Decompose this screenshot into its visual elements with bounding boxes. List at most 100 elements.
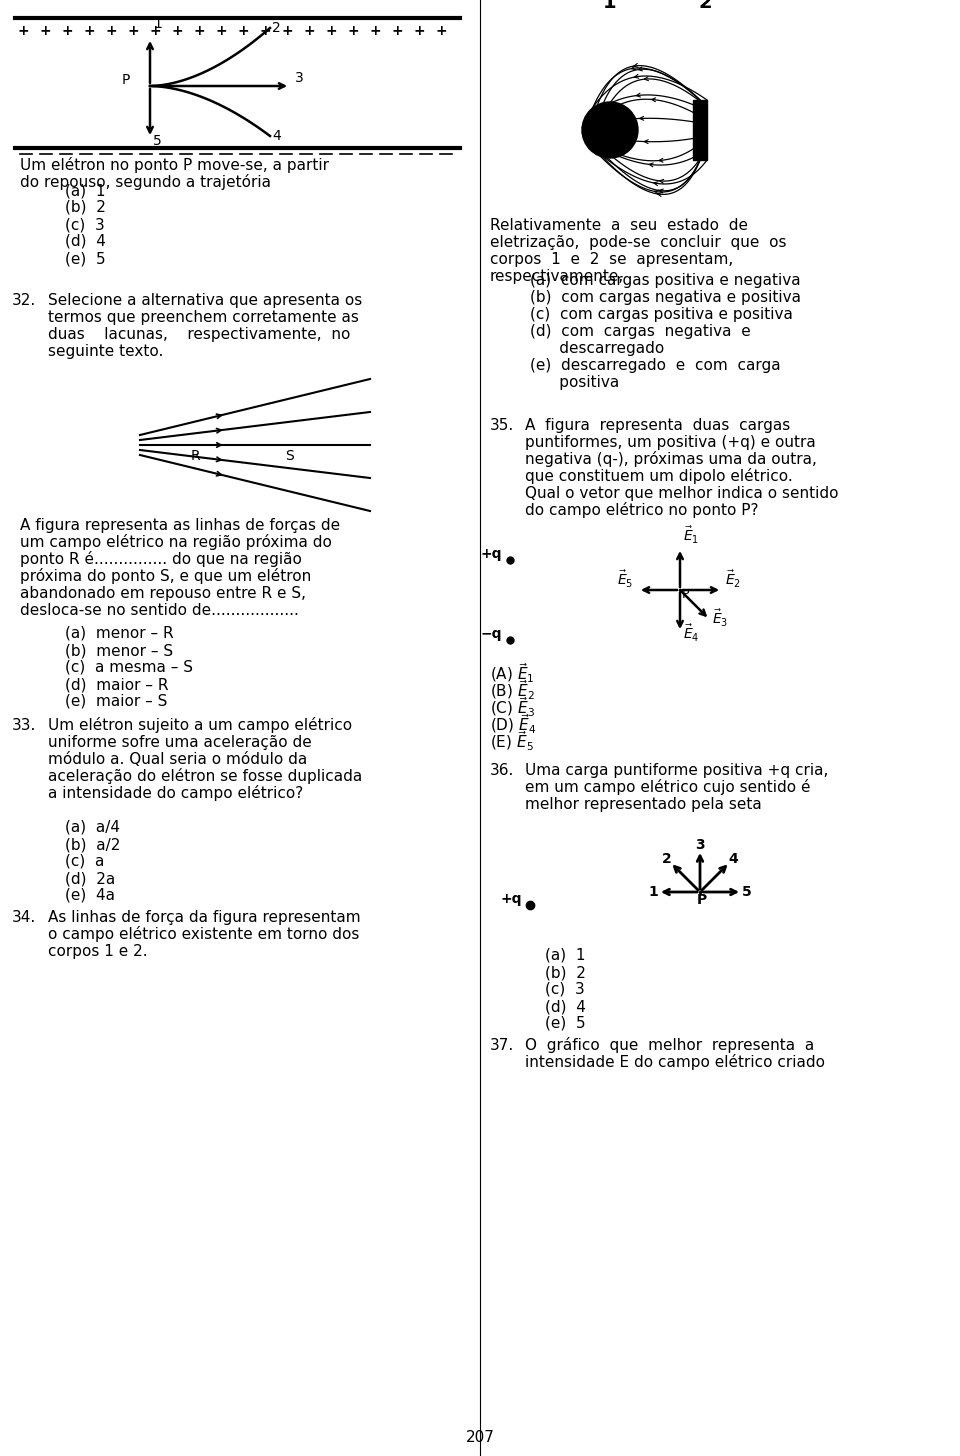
Text: aceleração do elétron se fosse duplicada: aceleração do elétron se fosse duplicada xyxy=(48,767,362,783)
Text: O  gráfico  que  melhor  representa  a: O gráfico que melhor representa a xyxy=(525,1037,814,1053)
Text: $\vec{E}_3$: $\vec{E}_3$ xyxy=(712,607,729,629)
Text: +: + xyxy=(281,23,293,38)
Text: Uma carga puntiforme positiva +q cria,: Uma carga puntiforme positiva +q cria, xyxy=(525,763,828,778)
Text: o campo elétrico existente em torno dos: o campo elétrico existente em torno dos xyxy=(48,926,359,942)
Text: desloca-se no sentido de..................: desloca-se no sentido de................… xyxy=(20,603,299,617)
Text: 1: 1 xyxy=(603,0,617,12)
Text: +: + xyxy=(435,23,446,38)
Text: 35.: 35. xyxy=(490,418,515,432)
Text: A figura representa as linhas de forças de: A figura representa as linhas de forças … xyxy=(20,518,340,533)
Text: Qual o vetor que melhor indica o sentido: Qual o vetor que melhor indica o sentido xyxy=(525,486,838,501)
Text: +: + xyxy=(391,23,403,38)
Text: +: + xyxy=(61,23,73,38)
Text: (B) $\vec{E}_2$: (B) $\vec{E}_2$ xyxy=(490,678,535,702)
Text: $\vec{E}_2$: $\vec{E}_2$ xyxy=(725,569,741,590)
Text: melhor representado pela seta: melhor representado pela seta xyxy=(525,796,761,812)
Text: 37.: 37. xyxy=(490,1038,515,1053)
Text: $\vec{E}_5$: $\vec{E}_5$ xyxy=(616,569,633,590)
Text: negativa (q-), próximas uma da outra,: negativa (q-), próximas uma da outra, xyxy=(525,451,817,467)
Text: +: + xyxy=(106,23,117,38)
Text: (c)  com cargas positiva e positiva: (c) com cargas positiva e positiva xyxy=(530,307,793,322)
Text: P: P xyxy=(682,588,689,601)
Text: 33.: 33. xyxy=(12,718,36,732)
Text: Um elétron sujeito a um campo elétrico: Um elétron sujeito a um campo elétrico xyxy=(48,716,352,732)
Text: (b)  com cargas negativa e positiva: (b) com cargas negativa e positiva xyxy=(530,290,801,304)
Text: 3: 3 xyxy=(695,839,705,852)
Text: que constituem um dipolo elétrico.: que constituem um dipolo elétrico. xyxy=(525,467,793,483)
Text: (A) $\vec{E}_1$: (A) $\vec{E}_1$ xyxy=(490,661,535,684)
Text: (a)  1: (a) 1 xyxy=(545,948,586,962)
Text: (b)  menor – S: (b) menor – S xyxy=(65,644,173,658)
Text: +: + xyxy=(39,23,51,38)
Text: +: + xyxy=(171,23,182,38)
Text: positiva: positiva xyxy=(530,376,619,390)
Text: (C) $\vec{E}_3$: (C) $\vec{E}_3$ xyxy=(490,696,535,719)
Bar xyxy=(693,100,707,160)
Text: 5: 5 xyxy=(742,885,752,898)
Text: +: + xyxy=(193,23,204,38)
Text: +: + xyxy=(127,23,139,38)
Text: (c)  a mesma – S: (c) a mesma – S xyxy=(65,660,193,676)
Text: (b)  2: (b) 2 xyxy=(65,199,106,215)
Text: $\vec{E}_1$: $\vec{E}_1$ xyxy=(683,526,699,546)
Text: (e)  descarregado  e  com  carga: (e) descarregado e com carga xyxy=(530,358,780,373)
Text: (d)  com  cargas  negativa  e: (d) com cargas negativa e xyxy=(530,325,751,339)
Text: 34.: 34. xyxy=(12,910,36,925)
Text: intensidade E do campo elétrico criado: intensidade E do campo elétrico criado xyxy=(525,1054,825,1070)
Text: (b)  2: (b) 2 xyxy=(545,965,586,980)
Text: 4: 4 xyxy=(729,852,738,866)
Text: seguinte texto.: seguinte texto. xyxy=(48,344,163,360)
Text: (a)  menor – R: (a) menor – R xyxy=(65,626,174,641)
Text: descarregado: descarregado xyxy=(530,341,664,357)
Text: +: + xyxy=(413,23,425,38)
Circle shape xyxy=(582,102,638,159)
Text: do campo elétrico no ponto P?: do campo elétrico no ponto P? xyxy=(525,502,758,518)
Text: S: S xyxy=(286,448,295,463)
Text: duas    lacunas,    respectivamente,  no: duas lacunas, respectivamente, no xyxy=(48,328,350,342)
Text: uniforme sofre uma aceleração de: uniforme sofre uma aceleração de xyxy=(48,735,312,750)
Text: A  figura  representa  duas  cargas: A figura representa duas cargas xyxy=(525,418,790,432)
Text: P: P xyxy=(122,73,130,87)
Text: (b)  a/2: (b) a/2 xyxy=(65,837,120,852)
Text: 3: 3 xyxy=(295,71,303,84)
Text: respectivamente,: respectivamente, xyxy=(490,269,624,284)
Text: (d)  4: (d) 4 xyxy=(65,234,106,249)
Text: Relativamente  a  seu  estado  de: Relativamente a seu estado de xyxy=(490,218,748,233)
Text: (e)  5: (e) 5 xyxy=(545,1016,586,1031)
Text: R: R xyxy=(190,448,200,463)
Text: +: + xyxy=(17,23,29,38)
Text: +: + xyxy=(215,23,227,38)
Text: (a)  a/4: (a) a/4 xyxy=(65,820,120,834)
Text: (d)  maior – R: (d) maior – R xyxy=(65,677,169,692)
Text: $\vec{E}_4$: $\vec{E}_4$ xyxy=(683,623,700,645)
Text: (a)  1: (a) 1 xyxy=(65,183,106,198)
Text: As linhas de força da figura representam: As linhas de força da figura representam xyxy=(48,910,361,925)
Text: (D) $\vec{E}_4$: (D) $\vec{E}_4$ xyxy=(490,712,537,735)
Text: 2: 2 xyxy=(698,0,711,12)
Text: um campo elétrico na região próxima do: um campo elétrico na região próxima do xyxy=(20,534,332,550)
Text: 1: 1 xyxy=(153,17,162,31)
Text: 2: 2 xyxy=(661,852,672,866)
Text: (e)  5: (e) 5 xyxy=(65,250,106,266)
Text: 32.: 32. xyxy=(12,293,36,309)
Text: 1: 1 xyxy=(648,885,658,898)
Text: +: + xyxy=(237,23,249,38)
Text: a intensidade do campo elétrico?: a intensidade do campo elétrico? xyxy=(48,785,303,801)
Text: do repouso, segundo a trajetória: do repouso, segundo a trajetória xyxy=(20,175,271,189)
Text: 5: 5 xyxy=(153,134,161,149)
Text: termos que preenchem corretamente as: termos que preenchem corretamente as xyxy=(48,310,359,325)
Text: ponto R é............... do que na região: ponto R é............... do que na regiã… xyxy=(20,550,301,566)
Text: Um elétron no ponto P move-se, a partir: Um elétron no ponto P move-se, a partir xyxy=(20,157,329,173)
Text: puntiformes, um positiva (+q) e outra: puntiformes, um positiva (+q) e outra xyxy=(525,435,816,450)
Text: +: + xyxy=(370,23,381,38)
Text: (d)  4: (d) 4 xyxy=(545,999,586,1013)
Text: +q: +q xyxy=(500,893,522,906)
Text: +q: +q xyxy=(481,547,502,561)
Text: eletrização,  pode-se  concluir  que  os: eletrização, pode-se concluir que os xyxy=(490,234,786,250)
Text: 4: 4 xyxy=(272,130,280,143)
Text: P: P xyxy=(697,893,708,907)
Text: em um campo elétrico cujo sentido é: em um campo elétrico cujo sentido é xyxy=(525,779,810,795)
Text: corpos  1  e  2  se  apresentam,: corpos 1 e 2 se apresentam, xyxy=(490,252,733,266)
Text: abandonado em repouso entre R e S,: abandonado em repouso entre R e S, xyxy=(20,585,306,601)
Text: (d)  2a: (d) 2a xyxy=(65,871,115,887)
